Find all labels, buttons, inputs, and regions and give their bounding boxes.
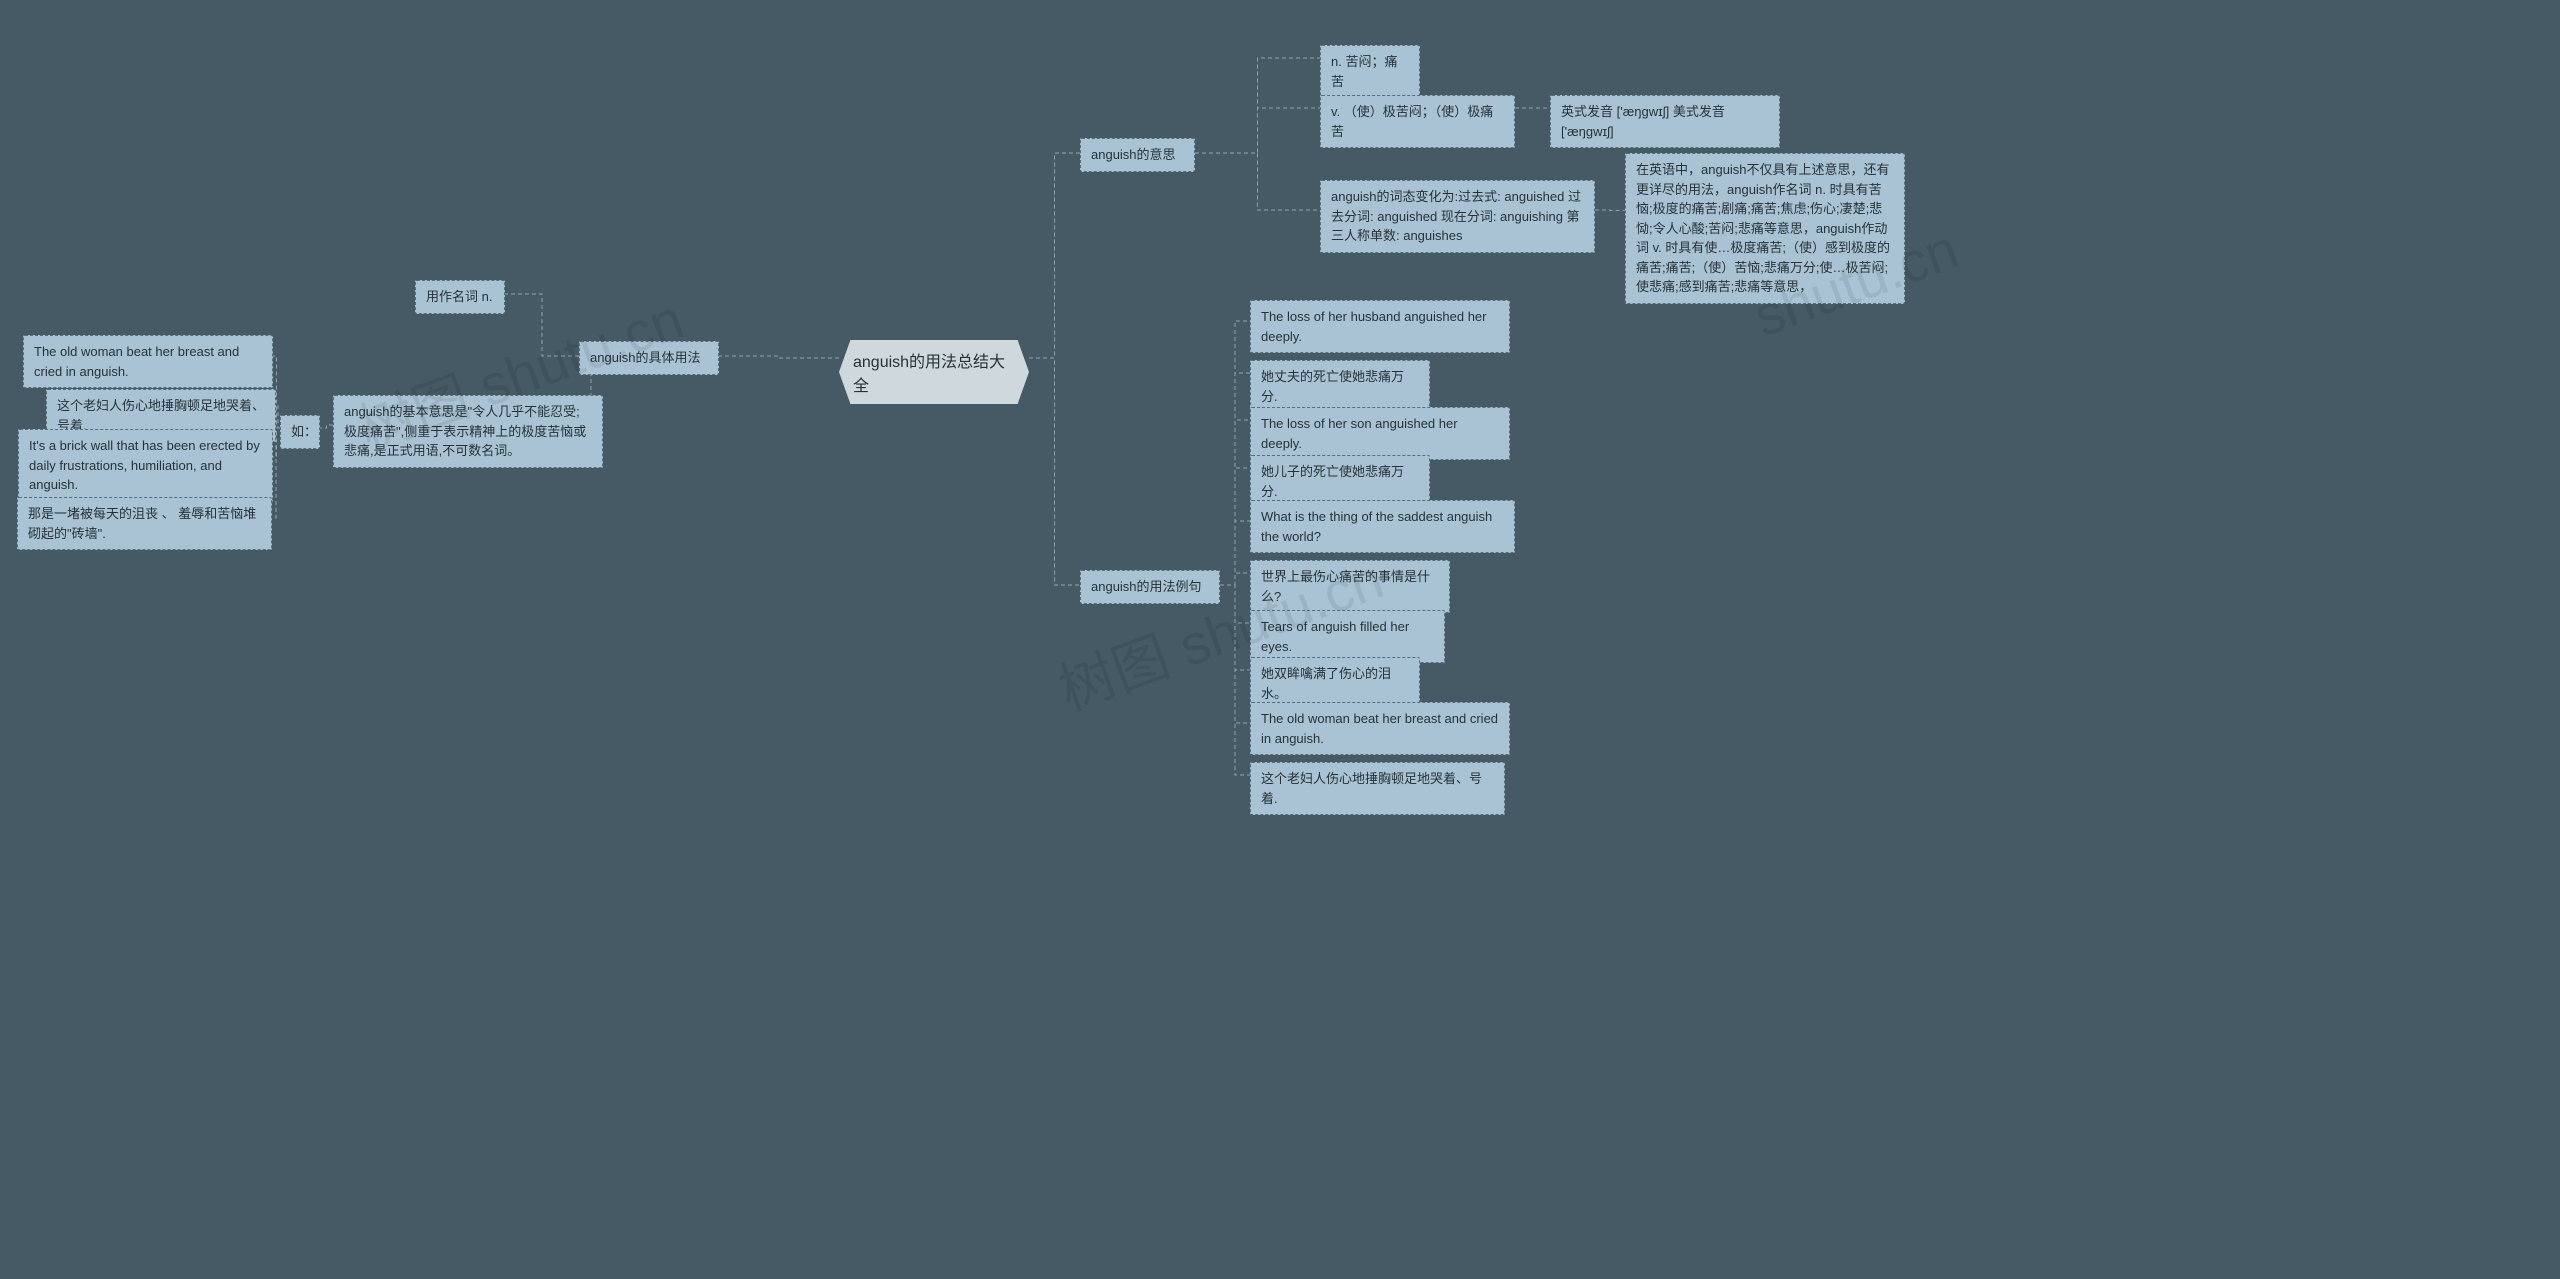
connector: [1195, 153, 1320, 210]
mindmap-node: 那是一堵被每天的沮丧 、 羞辱和苦恼堆砌起的"砖墙".: [17, 497, 272, 550]
mindmap-node: The old woman beat her breast and cried …: [1250, 702, 1510, 755]
mindmap-node: 在英语中，anguish不仅具有上述意思，还有更详尽的用法，anguish作名词…: [1625, 153, 1905, 304]
mindmap-node: anguish的基本意思是"令人几乎不能忍受;极度痛苦",侧重于表示精神上的极度…: [333, 395, 603, 468]
connector: [1220, 585, 1250, 723]
connector: [1220, 321, 1250, 585]
mindmap-node: The loss of her husband anguished her de…: [1250, 300, 1510, 353]
mindmap-node: anguish的词态变化为:过去式: anguished 过去分词: angui…: [1320, 180, 1595, 253]
mindmap-node: v. （使）极苦闷；（使）极痛苦: [1320, 95, 1515, 148]
connector: [1220, 585, 1250, 670]
mindmap-node: Tears of anguish filled her eyes.: [1250, 610, 1445, 663]
mindmap-node: 用作名词 n.: [415, 280, 505, 314]
connector: [1029, 358, 1080, 585]
mindmap-node: n. 苦闷；痛苦: [1320, 45, 1420, 98]
root-node: anguish的用法总结大全: [839, 340, 1029, 404]
connector: [1220, 373, 1250, 585]
mindmap-node: anguish的具体用法: [579, 341, 719, 375]
connector: [1220, 573, 1250, 585]
connector: [719, 356, 839, 358]
connector: [1195, 108, 1320, 153]
connector: [1220, 585, 1250, 623]
mindmap-node: 她丈夫的死亡使她悲痛万分.: [1250, 360, 1430, 413]
mindmap-node: anguish的用法例句: [1080, 570, 1220, 604]
connector: [505, 294, 579, 356]
mindmap-node: 如：: [280, 415, 320, 449]
mindmap-node: 英式发音 ['æŋgwɪʃ] 美式发音 ['æŋgwɪʃ]: [1550, 95, 1780, 148]
connector: [1220, 521, 1250, 585]
mindmap-node: 世界上最伤心痛苦的事情是什么?: [1250, 560, 1450, 613]
connector: [1220, 468, 1250, 585]
connector: [1595, 210, 1625, 211]
connector: [1220, 585, 1250, 775]
connector: [1220, 420, 1250, 585]
mindmap-node: It's a brick wall that has been erected …: [18, 429, 273, 502]
mindmap-node: 这个老妇人伤心地捶胸顿足地哭着、号着.: [1250, 762, 1505, 815]
connector: [1195, 58, 1320, 153]
mindmap-node: The loss of her son anguished her deeply…: [1250, 407, 1510, 460]
mindmap-node: What is the thing of the saddest anguish…: [1250, 500, 1515, 553]
mindmap-node: anguish的意思: [1080, 138, 1195, 172]
connector: [320, 425, 333, 428]
mindmap-node: The old woman beat her breast and cried …: [23, 335, 273, 388]
connector: [1029, 153, 1080, 358]
